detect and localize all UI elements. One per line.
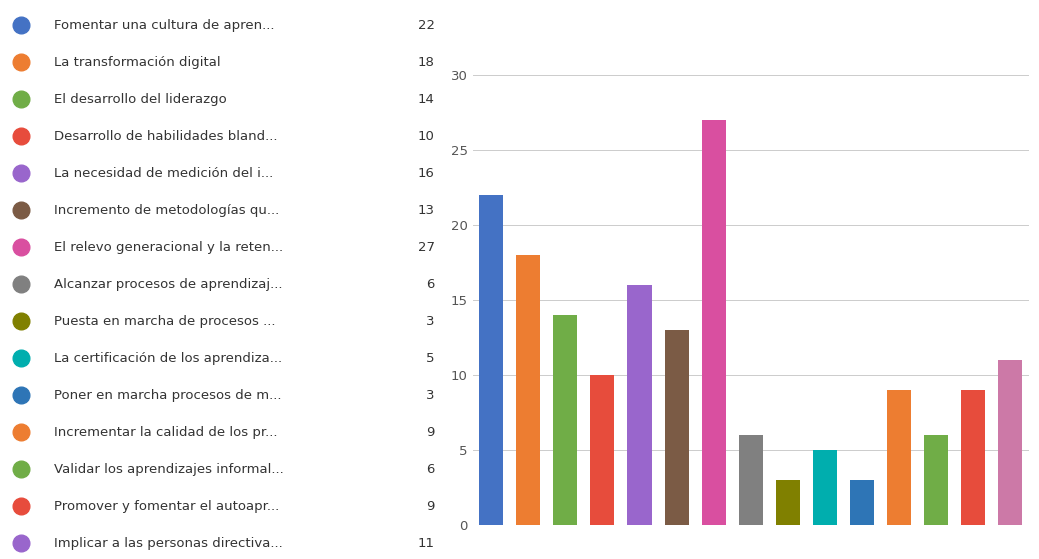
Text: Incremento de metodologías qu...: Incremento de metodologías qu...	[54, 203, 279, 217]
Text: 16: 16	[418, 167, 435, 179]
Bar	[998, 360, 1022, 525]
Text: 3: 3	[426, 315, 435, 328]
Text: 11: 11	[418, 537, 435, 550]
Bar	[812, 451, 836, 525]
Text: 27: 27	[418, 241, 435, 254]
Text: 22: 22	[418, 18, 435, 32]
Text: El desarrollo del liderazgo: El desarrollo del liderazgo	[54, 93, 228, 106]
Text: 6: 6	[427, 278, 435, 291]
Bar	[924, 435, 948, 525]
Text: 5: 5	[426, 352, 435, 365]
Bar	[628, 285, 651, 525]
Text: Desarrollo de habilidades bland...: Desarrollo de habilidades bland...	[54, 130, 277, 143]
Text: Implicar a las personas directiva...: Implicar a las personas directiva...	[54, 537, 283, 550]
Text: 13: 13	[418, 203, 435, 217]
Bar	[887, 390, 911, 525]
Bar	[590, 375, 614, 525]
Text: Fomentar una cultura de apren...: Fomentar una cultura de apren...	[54, 18, 275, 32]
Text: La transformación digital: La transformación digital	[54, 56, 221, 69]
Text: El relevo generacional y la reten...: El relevo generacional y la reten...	[54, 241, 284, 254]
Text: 9: 9	[427, 500, 435, 513]
Text: La necesidad de medición del i...: La necesidad de medición del i...	[54, 167, 273, 179]
Text: 14: 14	[418, 93, 435, 106]
Text: Puesta en marcha de procesos ...: Puesta en marcha de procesos ...	[54, 315, 276, 328]
Bar	[516, 255, 540, 525]
Bar	[776, 480, 800, 525]
Text: Poner en marcha procesos de m...: Poner en marcha procesos de m...	[54, 389, 282, 402]
Text: Promover y fomentar el autoapr...: Promover y fomentar el autoapr...	[54, 500, 279, 513]
Bar	[739, 435, 763, 525]
Bar	[554, 315, 578, 525]
Text: 9: 9	[427, 426, 435, 439]
Bar	[665, 330, 689, 525]
Bar	[701, 120, 725, 525]
Text: 10: 10	[418, 130, 435, 143]
Text: Alcanzar procesos de aprendizaj...: Alcanzar procesos de aprendizaj...	[54, 278, 283, 291]
Bar	[479, 195, 503, 525]
Text: Incrementar la calidad de los pr...: Incrementar la calidad de los pr...	[54, 426, 277, 439]
Text: 18: 18	[418, 56, 435, 69]
Text: La certificación de los aprendiza...: La certificación de los aprendiza...	[54, 352, 283, 365]
Text: 6: 6	[427, 463, 435, 476]
Bar	[961, 390, 985, 525]
Bar	[850, 480, 874, 525]
Text: Validar los aprendizajes informal...: Validar los aprendizajes informal...	[54, 463, 284, 476]
Text: 3: 3	[426, 389, 435, 402]
